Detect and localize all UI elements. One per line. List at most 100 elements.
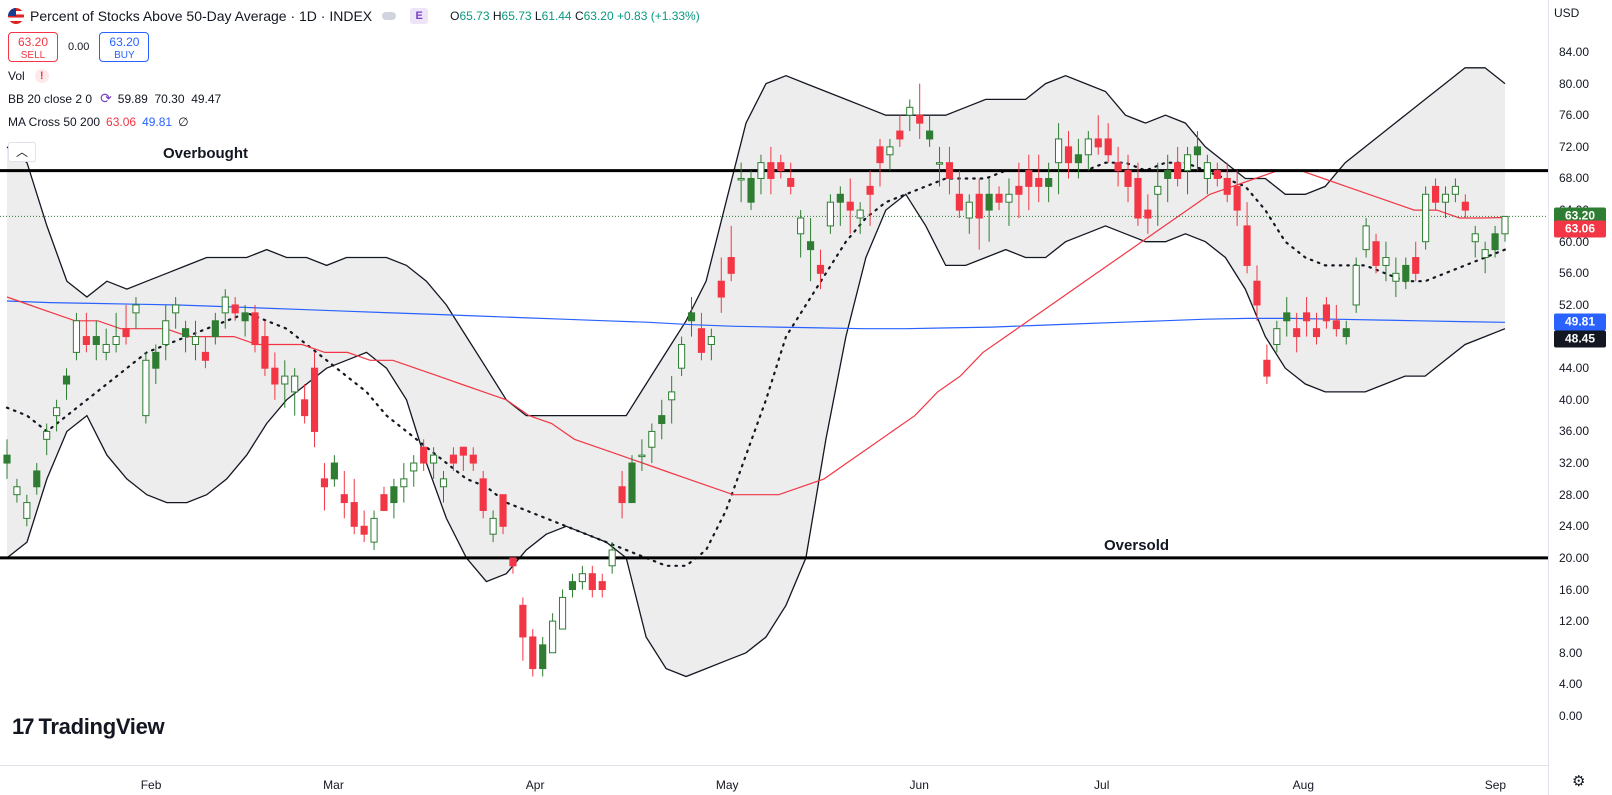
candle-body (33, 470, 41, 488)
candle-body (1461, 201, 1469, 211)
candle-body (876, 146, 884, 164)
candle (668, 376, 676, 424)
candle (1402, 257, 1410, 290)
candle-body (1293, 328, 1301, 338)
earnings-badge[interactable]: E (410, 7, 429, 24)
price-axis-label: 48.45 (1554, 330, 1606, 348)
y-tick-label: 16.00 (1559, 582, 1590, 597)
candle-body (886, 146, 894, 156)
candle (1273, 320, 1281, 353)
candle-body (370, 517, 378, 543)
candle-body (1144, 209, 1152, 219)
candle-body (1064, 146, 1073, 164)
price-chart[interactable] (0, 0, 1548, 765)
candle-body (3, 454, 11, 464)
candle-body (638, 454, 646, 458)
oversold-label: Oversold (1104, 537, 1170, 554)
settings-icon[interactable]: ⚙ (1572, 773, 1586, 790)
warning-icon[interactable]: ! (34, 68, 49, 83)
candle-body (1273, 328, 1281, 345)
ma-extra-value: ∅ (178, 114, 189, 129)
candle-body (628, 462, 636, 504)
candle (519, 597, 527, 661)
volume-label: Vol (8, 68, 25, 83)
candle (1372, 233, 1380, 274)
candle (846, 178, 854, 234)
y-tick-label: 76.00 (1559, 108, 1590, 123)
candle (1015, 162, 1023, 218)
y-tick-label: 84.00 (1559, 45, 1590, 59)
candle (301, 384, 309, 424)
candle (201, 336, 209, 369)
y-tick-label: 0.00 (1559, 709, 1583, 723)
candle-body (1035, 177, 1043, 187)
candle-body (1015, 185, 1023, 195)
candle (578, 565, 586, 590)
candle (1084, 131, 1092, 171)
candle-body (1382, 257, 1390, 266)
candle-body (678, 343, 686, 369)
candle-body (985, 193, 993, 211)
candle-body (1223, 177, 1231, 195)
candle (1055, 123, 1063, 195)
candle (221, 289, 229, 329)
candle (72, 312, 81, 361)
candle-body (955, 193, 963, 211)
candle-body (1342, 328, 1350, 338)
candle-body (231, 304, 239, 314)
volume-indicator[interactable]: Vol ! (8, 64, 700, 87)
candle-body (896, 130, 904, 140)
time-axis[interactable]: Feb Mar Apr May Jun Jul Aug Sep (0, 765, 1548, 795)
candle-body (1431, 185, 1440, 203)
candle (231, 297, 239, 321)
candle (826, 194, 834, 234)
candle-body (410, 462, 418, 472)
candle (558, 589, 567, 630)
candle-body (965, 201, 973, 219)
candle-body (499, 494, 507, 527)
candle-body (82, 336, 90, 345)
candle (965, 194, 973, 234)
candle-body (1055, 138, 1063, 164)
candle-body (1154, 185, 1162, 195)
candle (747, 170, 755, 211)
candle-body (271, 367, 279, 385)
buy-button[interactable]: 63.20 BUY (99, 32, 150, 62)
candle (1322, 297, 1331, 329)
refresh-icon[interactable]: ⟳ (100, 90, 112, 106)
candle-body (975, 193, 983, 219)
y-tick-label: 56.00 (1559, 266, 1590, 281)
candle (916, 83, 924, 139)
candle (836, 186, 844, 226)
x-tick-label: Jul (1094, 778, 1110, 792)
candle (1412, 241, 1420, 282)
candle (211, 312, 219, 345)
candle (985, 178, 993, 242)
candle (945, 146, 954, 195)
candle (797, 210, 805, 258)
price-axis[interactable]: 84.0080.0076.0072.0068.0064.0060.0056.00… (1548, 0, 1612, 795)
candle (350, 478, 358, 535)
ma-cross-indicator[interactable]: MA Cross 50 200 63.06 49.81 ∅ (8, 110, 700, 133)
tradingview-logo[interactable]: 17 TradingView (12, 714, 165, 740)
candle (1074, 138, 1082, 179)
symbol-title[interactable]: Percent of Stocks Above 50-Day Average ·… (30, 7, 373, 24)
candle (172, 297, 180, 329)
candle (926, 115, 934, 147)
currency-selector[interactable]: USD (1554, 6, 1580, 20)
y-tick-label: 60.00 (1559, 234, 1590, 249)
bollinger-indicator[interactable]: BB 20 close 2 0 ⟳ 59.89 70.30 49.47 (8, 87, 700, 110)
candle (82, 312, 90, 353)
candle (92, 320, 100, 361)
candle-body (390, 486, 398, 504)
candle-body (360, 525, 368, 535)
candle-body (1114, 162, 1122, 172)
candle-body (320, 478, 329, 488)
x-tick-label: Apr (525, 778, 545, 792)
candle-body (1283, 312, 1291, 322)
candle (1144, 194, 1152, 234)
sell-button[interactable]: 63.20 SELL (8, 32, 58, 62)
visibility-icon[interactable] (382, 11, 397, 20)
collapse-legend-button[interactable]: ︿ (8, 142, 36, 162)
candle-body (1481, 249, 1489, 259)
